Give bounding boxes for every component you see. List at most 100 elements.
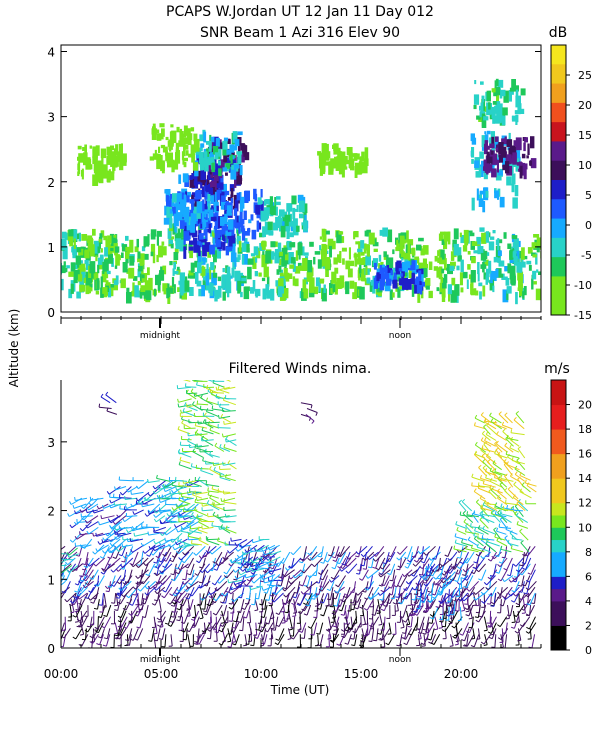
wind-barb-feather-997 <box>109 504 112 509</box>
wind-barb-877 <box>475 586 485 595</box>
wind-barb-989 <box>115 532 126 535</box>
wind-barb-939 <box>61 558 74 561</box>
wind-barb-44 <box>106 604 112 617</box>
wind-barb-433 <box>528 604 535 616</box>
wind-barb-feather-814 <box>418 573 423 576</box>
wind-barb-feather-728 <box>334 590 339 594</box>
wind-barb-884 <box>489 575 492 590</box>
wind-barb-776 <box>380 569 391 578</box>
wind-barb-feather-895 <box>497 597 501 599</box>
wind-barb-1061 <box>159 544 171 550</box>
wind-barb-feather-415 <box>506 614 511 617</box>
wind-barb-feather-375 <box>468 617 473 620</box>
wind-barb-feather-11 <box>72 636 77 640</box>
snr-colorbar-frame <box>550 44 567 316</box>
wind-barb-917 <box>521 575 525 587</box>
wind-barb-feather-1263 <box>222 461 224 466</box>
wind-barb-851 <box>450 551 458 561</box>
wind-barb-feather-492 <box>116 596 120 599</box>
wind-barb-feather-369 <box>451 625 455 629</box>
wind-barb-feather-747 <box>357 569 361 572</box>
wind-barb-feather-1549 <box>445 614 450 617</box>
wind-barb-1312 <box>471 547 485 553</box>
wind-barb-feather-1096 <box>180 525 184 530</box>
snr-cbar-label-4: 5 <box>585 189 592 202</box>
wind-barb-feather-690 <box>305 604 310 607</box>
wind-barb-161 <box>244 634 248 646</box>
wind-barb-feather-957 <box>79 528 83 532</box>
wind-barb-feather-322 <box>402 620 407 623</box>
wind-barb-feather-799 <box>403 596 407 600</box>
wind-barb-1091 <box>179 509 190 516</box>
wind-barb-783 <box>391 575 397 589</box>
wind-barb-feather-1484 <box>246 561 250 566</box>
wind-barb-feather-898 <box>495 555 499 557</box>
wind-barb-969 <box>93 532 104 537</box>
wind-barb-feather-41 <box>102 644 107 647</box>
wind-barb-feather-403 <box>487 624 492 628</box>
wind-barb-1166 <box>196 517 209 523</box>
wind-barb-1383 <box>480 439 492 447</box>
wind-barb-feather-955 <box>81 545 85 549</box>
wind-barb-368 <box>454 628 463 639</box>
wind-barb-feather-153 <box>227 633 232 635</box>
wind-barb-feather-293 <box>378 623 383 626</box>
winds-cbar-label-6: 12 <box>578 497 592 510</box>
wind-barb-151 <box>230 634 235 648</box>
wind-barb-242 <box>328 622 335 632</box>
winds-colorbar-cells <box>551 380 566 651</box>
wind-barb-feather-1156 <box>192 448 195 452</box>
wind-barb-feather-387 <box>474 616 479 618</box>
wind-barb-353 <box>445 605 447 619</box>
wind-barb-feather-307 <box>385 642 389 646</box>
wind-barb-1313 <box>473 538 484 547</box>
wind-barb-feather-199 <box>275 612 280 616</box>
wind-barb-feather-1485 <box>244 549 248 553</box>
wind-barb-feather-1463 <box>227 579 229 583</box>
wind-barb-808 <box>408 575 418 585</box>
wind-barb-feather-950 <box>73 521 78 526</box>
wind-barb-feather-228 <box>307 626 312 629</box>
wind-barb-1203 <box>206 540 220 546</box>
wind-barb-1533 <box>432 606 439 620</box>
wind-barb-74 <box>141 599 145 610</box>
wind-barb-feather-75 <box>137 604 142 606</box>
wind-barb-480 <box>101 592 104 606</box>
wind-barb-feather-261 <box>341 635 345 639</box>
wind-barb-feather-29 <box>89 641 93 644</box>
wind-barb-577 <box>191 569 195 580</box>
wind-barb-feather-681 <box>288 576 292 580</box>
wind-barb-feather-275 <box>352 630 356 634</box>
wind-barb-1356 <box>514 505 524 518</box>
wind-region-7 <box>98 391 118 415</box>
winds-colorbar-seg-20 <box>551 392 566 406</box>
wind-barb-feather-968 <box>92 551 96 555</box>
wind-barb-feather-1529 <box>428 594 432 596</box>
wind-barb-1425 <box>504 490 514 500</box>
figure-title-line1: PCAPS W.Jordan UT 12 Jan 11 Day 012 <box>166 4 434 20</box>
wind-barb-feather-1378 <box>482 465 486 469</box>
wind-barb-feather-1534 <box>427 599 431 604</box>
wind-barb-1328 <box>481 516 495 524</box>
wind-barb-feather-862 <box>462 574 466 576</box>
wind-barb-1549 <box>448 606 455 617</box>
wind-barb-434 <box>534 593 537 604</box>
wind-barb-feather-523 <box>142 597 147 600</box>
wind-barb-feather-1266 <box>225 438 227 443</box>
wind-barb-feather-981 <box>100 515 103 519</box>
wind-barb-feather-1456 <box>519 488 523 492</box>
wind-barb-feather-743 <box>344 563 348 567</box>
wind-barb-feather-175 <box>254 636 258 639</box>
wind-barb-feather-326 <box>417 638 422 640</box>
wind-barb-feather-337 <box>423 638 428 641</box>
wind-barb-154 <box>231 610 234 622</box>
wind-barb-feather-1138 <box>187 437 190 442</box>
wind-barb-feather-927 <box>521 562 526 565</box>
wind-barb-feather-1334 <box>490 510 493 514</box>
wind-barb-469 <box>84 580 94 589</box>
wind-barb-feather-1067 <box>158 499 161 503</box>
wind-barb-36 <box>98 622 104 633</box>
wind-barb-feather-915 <box>512 593 517 597</box>
wind-barb-717 <box>329 581 335 591</box>
wind-barb-528 <box>138 557 149 568</box>
